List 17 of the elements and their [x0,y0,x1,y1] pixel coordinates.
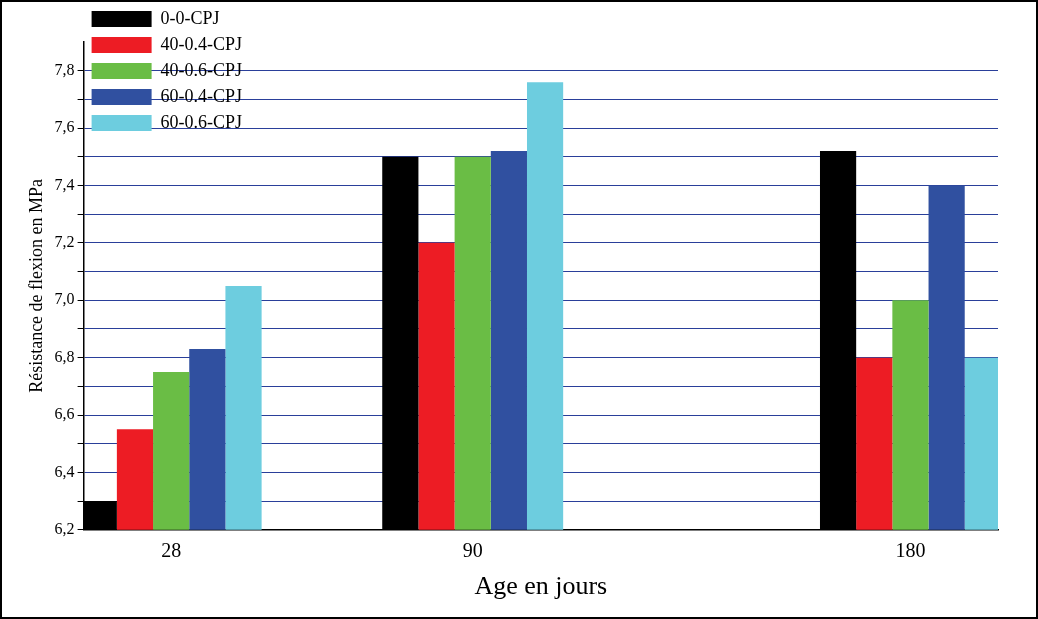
y-tick-label: 7,6 [54,118,75,136]
legend-label: 40-0.4-CPJ [160,33,243,54]
y-tick-label: 7,2 [54,233,75,251]
y-tick-label: 7,8 [54,60,75,78]
y-tick-label: 6,6 [54,405,75,423]
y-tick-label: 7,0 [54,290,75,308]
x-tick-label: 90 [462,539,483,562]
x-axis-title: Age en jours [474,571,608,601]
y-axis-title: Résistance de flexion en MPa [25,178,46,393]
legend-label: 0-0-CPJ [160,7,220,28]
y-tick-label: 7,4 [54,175,75,193]
y-tick-label: 6,4 [54,462,75,480]
y-tick-label: 6,8 [54,347,75,365]
x-tick-label: 28 [161,539,182,562]
legend-label: 60-0.6-CPJ [160,111,243,132]
y-tick-label: 6,2 [54,520,75,537]
x-tick-label: 180 [895,539,926,562]
